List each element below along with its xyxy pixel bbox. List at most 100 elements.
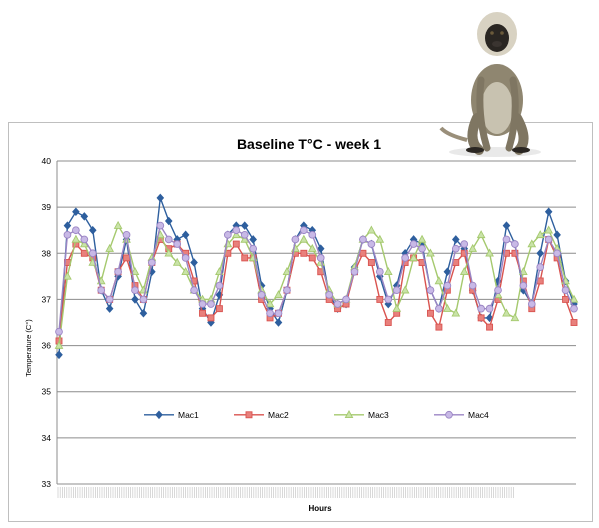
data-point-mac3: [485, 248, 494, 257]
data-point-mac4: [131, 286, 139, 295]
data-point-mac1: [80, 212, 89, 221]
legend-marker: [155, 410, 163, 420]
data-point-mac4: [527, 300, 536, 308]
data-point-mac2: [207, 314, 215, 322]
data-point-mac3: [172, 257, 182, 266]
data-point-mac2: [376, 295, 384, 303]
data-point-mac1: [190, 258, 198, 267]
data-point-mac4: [561, 286, 570, 295]
data-point-mac2: [359, 249, 367, 257]
data-point-mac4: [114, 267, 122, 276]
data-point-mac3: [383, 267, 393, 275]
data-point-mac1: [452, 235, 460, 244]
data-point-mac3: [544, 225, 554, 234]
y-tick-label: 35: [42, 387, 52, 397]
data-point-mac4: [224, 230, 232, 239]
data-point-mac4: [392, 286, 401, 295]
data-point-mac4: [232, 226, 241, 235]
data-point-mac4: [443, 281, 452, 290]
data-point-mac3: [63, 271, 72, 280]
data-point-mac2: [367, 259, 375, 266]
data-point-mac4: [468, 281, 477, 290]
data-point-mac2: [460, 249, 468, 257]
data-point-mac1: [544, 207, 553, 217]
data-point-mac4: [105, 295, 114, 304]
data-point-mac1: [274, 318, 283, 327]
data-point-mac3: [164, 248, 174, 257]
data-point-mac4: [333, 300, 342, 308]
data-point-mac3: [417, 234, 427, 243]
data-point-mac4: [164, 235, 173, 244]
data-point-mac4: [401, 254, 409, 262]
data-point-mac3: [535, 230, 545, 239]
y-tick-label: 39: [42, 202, 52, 212]
data-point-mac1: [553, 230, 561, 240]
data-point-mac4: [477, 304, 485, 313]
series-mac4: [55, 221, 578, 336]
data-point-mac4: [435, 304, 443, 313]
data-point-mac4: [536, 263, 545, 271]
chart-title: Baseline T°C - week 1: [237, 136, 381, 152]
data-point-mac2: [477, 314, 485, 322]
data-point-mac4: [291, 235, 300, 244]
data-point-mac3: [468, 243, 478, 252]
data-point-mac1: [156, 193, 165, 203]
data-point-mac2: [308, 254, 316, 262]
data-point-mac4: [97, 286, 106, 295]
legend-label: Mac1: [178, 410, 199, 420]
series-mac1: [55, 193, 578, 360]
data-point-mac1: [88, 225, 97, 235]
data-point-mac4: [88, 249, 97, 258]
series-mac3: [54, 220, 579, 349]
data-point-mac4: [72, 226, 80, 235]
data-point-mac4: [316, 254, 325, 262]
data-point-mac3: [518, 267, 528, 275]
data-point-mac4: [342, 295, 350, 304]
data-point-mac3: [181, 267, 190, 275]
y-axis-ticks: 33 34 35 36 37 38 39 40: [42, 156, 52, 489]
data-point-mac3: [392, 303, 402, 312]
data-point-mac2: [570, 319, 578, 326]
data-point-mac3: [459, 267, 469, 275]
data-point-mac4: [519, 281, 528, 290]
legend-label: Mac4: [468, 410, 489, 420]
y-axis-label: Temperature (C°): [24, 319, 33, 377]
grid-lines: [56, 160, 576, 485]
data-point-mac3: [307, 243, 317, 252]
data-point-mac3: [510, 313, 520, 322]
data-point-mac3: [367, 225, 376, 234]
data-point-mac4: [451, 244, 460, 253]
data-point-mac4: [375, 267, 384, 276]
data-point-mac3: [130, 267, 140, 275]
y-tick-label: 37: [42, 294, 52, 304]
data-point-mac4: [494, 286, 502, 295]
data-point-mac4: [249, 244, 258, 253]
data-point-mac3: [569, 294, 579, 303]
data-point-mac3: [105, 243, 115, 252]
series-line-mac3: [58, 223, 575, 346]
y-tick-label: 33: [42, 479, 52, 489]
series-line-mac1: [58, 197, 575, 355]
data-point-mac1: [105, 304, 114, 313]
data-point-mac4: [367, 240, 376, 248]
y-tick-label: 34: [42, 433, 52, 443]
legend-marker: [445, 410, 453, 419]
data-point-mac2: [300, 249, 308, 257]
data-point-mac1: [502, 221, 511, 230]
data-point-mac2: [486, 323, 494, 331]
data-point-mac4: [409, 240, 418, 248]
data-point-mac1: [131, 295, 139, 304]
data-point-mac3: [375, 234, 385, 243]
series-layer: [54, 193, 579, 360]
data-point-mac4: [173, 240, 182, 248]
monkey-image: [439, 12, 541, 157]
data-point-mac3: [54, 340, 64, 349]
data-point-mac4: [63, 230, 72, 239]
data-point-mac3: [265, 299, 275, 308]
data-point-mac1: [536, 249, 545, 258]
data-point-mac4: [553, 249, 561, 258]
data-point-mac4: [215, 281, 224, 290]
data-point-mac4: [198, 300, 207, 308]
data-point-mac4: [350, 267, 359, 276]
data-point-mac4: [283, 286, 291, 295]
